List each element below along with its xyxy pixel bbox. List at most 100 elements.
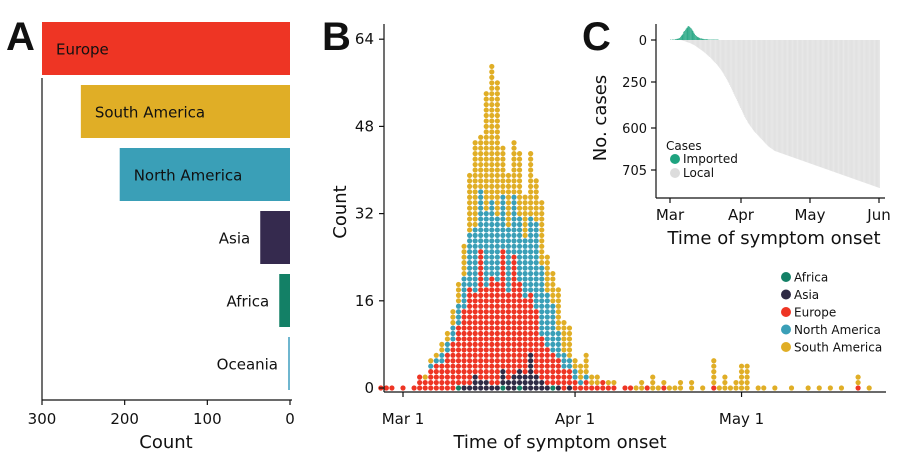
dot-north-america: [483, 260, 489, 266]
dot-europe: [461, 369, 467, 375]
imported-bar: [696, 36, 698, 40]
local-bar: [745, 40, 746, 119]
dot-north-america: [539, 330, 545, 337]
dot-south-america: [483, 129, 489, 135]
local-bar: [741, 40, 742, 110]
dot-south-america: [494, 129, 500, 135]
local-bar: [842, 40, 844, 175]
dot-south-america: [483, 161, 489, 168]
imported-bar: [685, 29, 686, 40]
legend-label: Africa: [794, 271, 828, 285]
dot-south-america: [689, 379, 695, 386]
dot-north-america: [467, 260, 473, 266]
dot-south-america: [788, 385, 795, 391]
dot-europe: [516, 303, 523, 309]
local-bar: [775, 40, 777, 152]
dot-asia: [533, 385, 539, 391]
dot-south-america: [505, 178, 512, 184]
local-bar: [813, 40, 815, 165]
dot-europe: [472, 347, 478, 353]
dot-europe: [516, 281, 523, 288]
dot-europe: [533, 325, 539, 331]
dot-north-america: [555, 347, 562, 353]
dot-europe: [461, 336, 467, 342]
dot-south-america: [467, 221, 473, 228]
local-bar: [766, 40, 767, 145]
legend-title: Cases: [666, 139, 702, 153]
x-tick-label: Mar 1: [382, 410, 425, 428]
local-bar: [787, 40, 788, 156]
dot-north-america: [433, 358, 439, 364]
dot-europe: [478, 303, 484, 309]
local-bar: [744, 40, 746, 117]
dot-europe: [605, 385, 611, 391]
dot-south-america: [539, 249, 545, 255]
local-bar: [693, 40, 695, 45]
dot-south-america: [555, 314, 562, 320]
dot-south-america: [505, 216, 512, 222]
dot-europe: [505, 336, 512, 342]
dot-europe: [444, 352, 450, 358]
local-bar: [758, 40, 760, 137]
imported-bar: [694, 33, 696, 40]
local-bar: [683, 40, 685, 41]
dot-europe: [855, 385, 861, 391]
dot-europe: [444, 369, 450, 375]
dot-europe: [472, 303, 478, 309]
dot-europe: [461, 325, 467, 331]
local-bar: [690, 40, 691, 44]
panel-letter-b: B: [322, 15, 351, 59]
dot-north-america: [483, 249, 489, 255]
local-bar: [755, 40, 757, 133]
dot-south-america: [578, 374, 584, 380]
local-bar: [768, 40, 770, 147]
local-bar: [751, 40, 753, 129]
bar-south-america: [80, 85, 290, 138]
dot-north-america: [533, 270, 539, 277]
dot-south-america: [455, 287, 462, 293]
dot-europe: [461, 347, 467, 353]
local-bar: [685, 40, 686, 42]
dot-europe: [539, 347, 545, 353]
y-tick-label: 48: [355, 117, 374, 135]
local-bar: [879, 40, 880, 188]
bar-label: Europe: [56, 41, 109, 59]
dot-south-america: [583, 352, 589, 358]
dot-north-america: [489, 216, 495, 222]
bar-label: South America: [95, 104, 205, 122]
dot-south-america: [483, 205, 489, 211]
dot-north-america: [511, 249, 517, 255]
dot-europe: [511, 287, 517, 293]
dot-europe: [483, 314, 489, 320]
dot-europe: [550, 379, 556, 386]
local-bar: [718, 40, 720, 67]
dot-north-america: [478, 211, 484, 217]
dot-europe: [494, 292, 500, 298]
dot-asia: [505, 379, 512, 386]
dot-north-america: [467, 276, 473, 282]
dot-south-america: [528, 178, 534, 184]
local-bar: [756, 40, 757, 134]
local-bar: [878, 40, 879, 188]
local-bar: [799, 40, 801, 160]
dot-south-america: [566, 325, 573, 331]
panel-c-y-ticks: 0 250 600 705: [622, 34, 656, 179]
dot-south-america: [511, 161, 517, 168]
dot-europe: [494, 298, 500, 304]
dot-europe: [478, 260, 484, 266]
dot-europe: [478, 320, 484, 326]
dot-europe: [461, 363, 467, 369]
local-bar: [711, 40, 713, 60]
dot-north-america: [472, 281, 478, 288]
dot-north-america: [550, 336, 556, 342]
dot-south-america: [561, 330, 567, 337]
dot-north-america: [505, 227, 512, 233]
local-bar: [822, 40, 823, 168]
dot-south-america: [716, 385, 722, 391]
dot-south-america: [494, 161, 500, 168]
dot-asia: [472, 374, 478, 380]
local-bar: [716, 40, 717, 64]
dot-south-america: [494, 123, 500, 129]
dot-south-america: [505, 189, 512, 195]
